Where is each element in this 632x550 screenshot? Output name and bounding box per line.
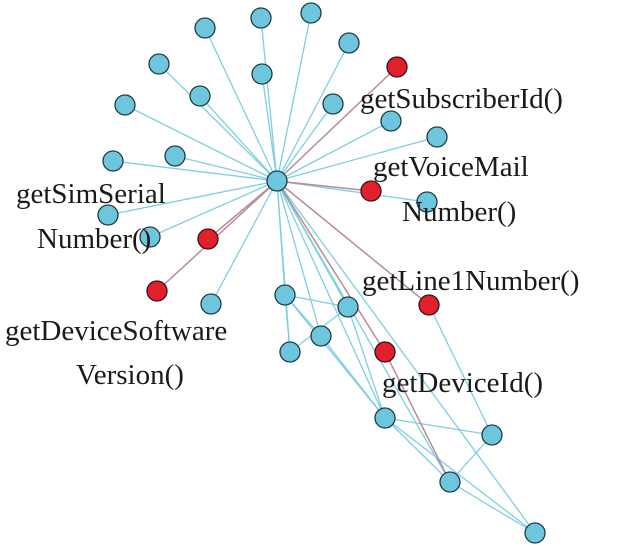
labels-layer: getSubscriberId() getVoiceMail Number() … (5, 83, 579, 399)
label-get-subscriber-id: getSubscriberId() (360, 83, 563, 115)
edge-hub-c3 (276, 180, 322, 337)
edge-hub-c5 (276, 180, 386, 419)
graph-node-t8 (189, 85, 211, 107)
edge-hub-t8 (199, 95, 278, 182)
graph-node-t13 (164, 145, 186, 167)
edge-c5-c6 (384, 417, 493, 436)
edge-hub-t17 (210, 180, 278, 305)
edges-layer (107, 12, 536, 534)
edge-c7-c8 (449, 481, 536, 534)
graph-node-c1 (274, 284, 296, 306)
graph-node-t3 (300, 2, 322, 24)
edge-r_devid-c7 (384, 351, 451, 483)
edge-hub-t7 (124, 104, 278, 182)
api-node-get-subscriber-id (386, 56, 408, 78)
edge-hub-t15 (107, 180, 278, 216)
graph-node-c4 (279, 341, 301, 363)
api-node-get-voice-mail-number (360, 180, 382, 202)
graph-node-c5 (374, 407, 396, 429)
edge-hub-r_voice (276, 180, 372, 192)
label-get-voice-mail: getVoiceMail (373, 151, 529, 183)
graph-node-t14 (416, 191, 438, 213)
graph-node-t1 (194, 17, 216, 39)
graph-node-t2 (250, 7, 272, 29)
edge-hub-t12 (112, 160, 278, 182)
graph-node-t9 (322, 93, 344, 115)
graph-node-t6 (251, 63, 273, 85)
graph-node-c2 (337, 296, 359, 318)
label-sim-serial-number: Number() (37, 223, 151, 255)
edge-hub-t16 (149, 180, 278, 238)
edge-hub-t14 (276, 180, 428, 203)
edge-hub-t4 (276, 42, 350, 182)
edge-hub-t11 (276, 136, 438, 182)
graph-node-c8 (524, 522, 546, 544)
edge-c1-c2 (284, 294, 349, 308)
graph-node-t17 (200, 293, 222, 315)
edge-c3-c5 (320, 335, 386, 419)
graph-node-t10 (380, 110, 402, 132)
label-get-device-id: getDeviceId() (382, 367, 543, 399)
graph-node-t11 (426, 126, 448, 148)
edge-hub-t5 (158, 63, 278, 182)
label-get-line1-number: getLine1Number() (362, 265, 579, 297)
edge-hub-r_devid (276, 180, 386, 353)
api-node-get-line1-number (418, 294, 440, 316)
edge-hub-c8 (276, 180, 536, 534)
label-get-device-software: getDeviceSoftware (5, 315, 227, 347)
nodes-layer (97, 2, 546, 544)
label-voice-mail-number: Number() (402, 196, 516, 228)
graph-node-t16 (139, 226, 161, 248)
edge-c5-c7 (384, 417, 451, 483)
label-device-software-version: Version() (76, 359, 184, 391)
edge-c2-c5 (347, 306, 386, 419)
api-node-get-sim-serial-number (197, 228, 219, 250)
api-node-get-device-software-version (146, 280, 168, 302)
api-node-get-device-id (374, 341, 396, 363)
graph-node-c3 (310, 325, 332, 347)
graph-node-t12 (102, 150, 124, 172)
graph-node-c7 (439, 471, 461, 493)
edge-hub-t9 (276, 103, 334, 182)
edge-c5-c8 (384, 417, 536, 534)
edge-hub-t1 (204, 27, 278, 182)
edge-hub-t13 (174, 155, 278, 182)
edge-hub-r_line1 (276, 180, 430, 306)
label-get-sim-serial: getSimSerial (16, 178, 166, 210)
graph-node-t4 (338, 32, 360, 54)
edge-hub-t2 (260, 17, 278, 182)
edge-hub-t10 (276, 120, 392, 182)
graph-node-t5 (148, 53, 170, 75)
hub-node (266, 170, 288, 192)
edge-hub-r_sub (276, 66, 398, 182)
edge-c6-r_line1 (428, 304, 493, 436)
graph-node-c6 (481, 424, 503, 446)
edge-hub-t3 (276, 12, 312, 182)
graph-node-t7 (114, 94, 136, 116)
edge-hub-c7 (276, 180, 451, 483)
graph-node-t15 (97, 204, 119, 226)
edge-hub-t6 (261, 73, 278, 182)
